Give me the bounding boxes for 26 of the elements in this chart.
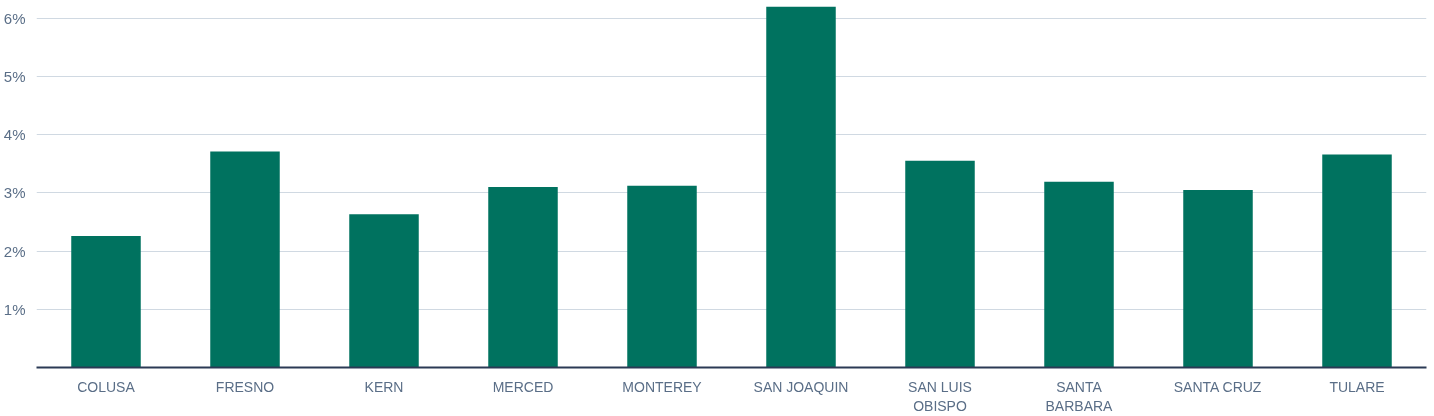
x-tick-label: TULARE <box>1329 378 1385 395</box>
y-tick-label: 5% <box>3 67 26 85</box>
y-tick-label: 4% <box>3 126 26 144</box>
bar <box>210 151 280 368</box>
x-tick-label: COLUSA <box>77 378 136 395</box>
y-tick-label: 1% <box>3 300 26 318</box>
x-tick-label: MONTEREY <box>622 378 703 395</box>
bar <box>71 235 141 368</box>
y-tick-label: 3% <box>3 184 26 202</box>
bar <box>488 187 558 368</box>
x-tick-label: SAN LUIS OBISPO <box>908 378 972 414</box>
x-tick-label: FRESNO <box>215 378 275 395</box>
x-tick-label: SANTA CRUZ <box>1173 378 1262 395</box>
bar <box>905 160 975 368</box>
x-tick-label: KERN <box>364 378 404 395</box>
bar <box>1322 154 1392 368</box>
x-tick-label: MERCED <box>492 378 554 395</box>
x-tick-label: SANTA BARBARA <box>1045 378 1114 414</box>
bar <box>766 6 836 368</box>
bar <box>1183 189 1253 368</box>
bar <box>349 214 419 368</box>
y-tick-label: 6% <box>3 9 26 27</box>
bar <box>627 185 697 368</box>
x-tick-label: SAN JOAQUIN <box>753 378 849 395</box>
bar <box>1044 181 1114 368</box>
y-tick-label: 2% <box>3 242 26 260</box>
